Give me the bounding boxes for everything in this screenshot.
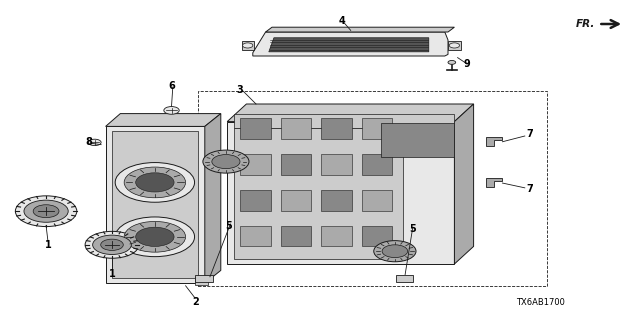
Polygon shape bbox=[321, 154, 352, 175]
Circle shape bbox=[100, 239, 124, 251]
Text: 7: 7 bbox=[527, 129, 533, 140]
Polygon shape bbox=[266, 27, 454, 32]
Polygon shape bbox=[106, 126, 205, 283]
Circle shape bbox=[212, 155, 240, 169]
Text: 2: 2 bbox=[192, 297, 198, 308]
Text: FR.: FR. bbox=[576, 19, 595, 29]
Polygon shape bbox=[242, 41, 254, 50]
Text: 6: 6 bbox=[168, 81, 175, 92]
Polygon shape bbox=[321, 226, 352, 246]
Text: 1: 1 bbox=[45, 240, 51, 250]
Polygon shape bbox=[321, 118, 352, 139]
Text: 8: 8 bbox=[85, 137, 92, 148]
Circle shape bbox=[115, 217, 195, 257]
Text: TX6AB1700: TX6AB1700 bbox=[516, 298, 565, 307]
Polygon shape bbox=[240, 154, 271, 175]
Circle shape bbox=[449, 43, 460, 48]
Circle shape bbox=[164, 107, 179, 114]
Bar bbox=[198, 91, 547, 286]
Circle shape bbox=[448, 60, 456, 64]
Circle shape bbox=[88, 139, 101, 146]
Text: 5: 5 bbox=[410, 224, 416, 234]
Polygon shape bbox=[234, 128, 403, 259]
Polygon shape bbox=[486, 137, 502, 146]
Circle shape bbox=[93, 235, 131, 254]
Circle shape bbox=[24, 200, 68, 222]
Circle shape bbox=[374, 241, 416, 262]
Polygon shape bbox=[106, 114, 221, 126]
Polygon shape bbox=[362, 226, 392, 246]
Circle shape bbox=[124, 221, 186, 252]
Polygon shape bbox=[280, 154, 311, 175]
Polygon shape bbox=[362, 190, 392, 211]
Polygon shape bbox=[381, 123, 454, 157]
Circle shape bbox=[382, 245, 408, 258]
Polygon shape bbox=[486, 178, 502, 187]
Circle shape bbox=[136, 227, 174, 246]
Circle shape bbox=[124, 167, 186, 198]
Polygon shape bbox=[321, 190, 352, 211]
Polygon shape bbox=[195, 277, 208, 285]
Text: 9: 9 bbox=[464, 59, 470, 69]
Circle shape bbox=[203, 150, 249, 173]
Polygon shape bbox=[280, 190, 311, 211]
Polygon shape bbox=[253, 32, 448, 56]
Circle shape bbox=[136, 173, 174, 192]
Text: 1: 1 bbox=[109, 268, 115, 279]
Polygon shape bbox=[227, 104, 474, 122]
Polygon shape bbox=[112, 131, 198, 278]
Circle shape bbox=[15, 196, 77, 227]
Polygon shape bbox=[454, 104, 474, 264]
Circle shape bbox=[85, 231, 139, 258]
Polygon shape bbox=[448, 41, 461, 50]
Polygon shape bbox=[269, 38, 429, 52]
Polygon shape bbox=[240, 118, 271, 139]
Polygon shape bbox=[240, 226, 271, 246]
Polygon shape bbox=[362, 154, 392, 175]
Circle shape bbox=[33, 205, 59, 218]
Polygon shape bbox=[227, 122, 454, 264]
Bar bbox=[195, 275, 213, 282]
Text: 4: 4 bbox=[339, 16, 346, 26]
Polygon shape bbox=[240, 190, 271, 211]
Polygon shape bbox=[280, 118, 311, 139]
Text: 7: 7 bbox=[527, 184, 533, 194]
Bar bbox=[396, 275, 413, 282]
Polygon shape bbox=[280, 226, 311, 246]
Text: 3: 3 bbox=[237, 84, 243, 95]
Circle shape bbox=[243, 43, 253, 48]
Text: 5: 5 bbox=[226, 220, 232, 231]
Circle shape bbox=[115, 163, 195, 202]
Polygon shape bbox=[234, 114, 454, 128]
Polygon shape bbox=[205, 114, 221, 283]
Polygon shape bbox=[362, 118, 392, 139]
